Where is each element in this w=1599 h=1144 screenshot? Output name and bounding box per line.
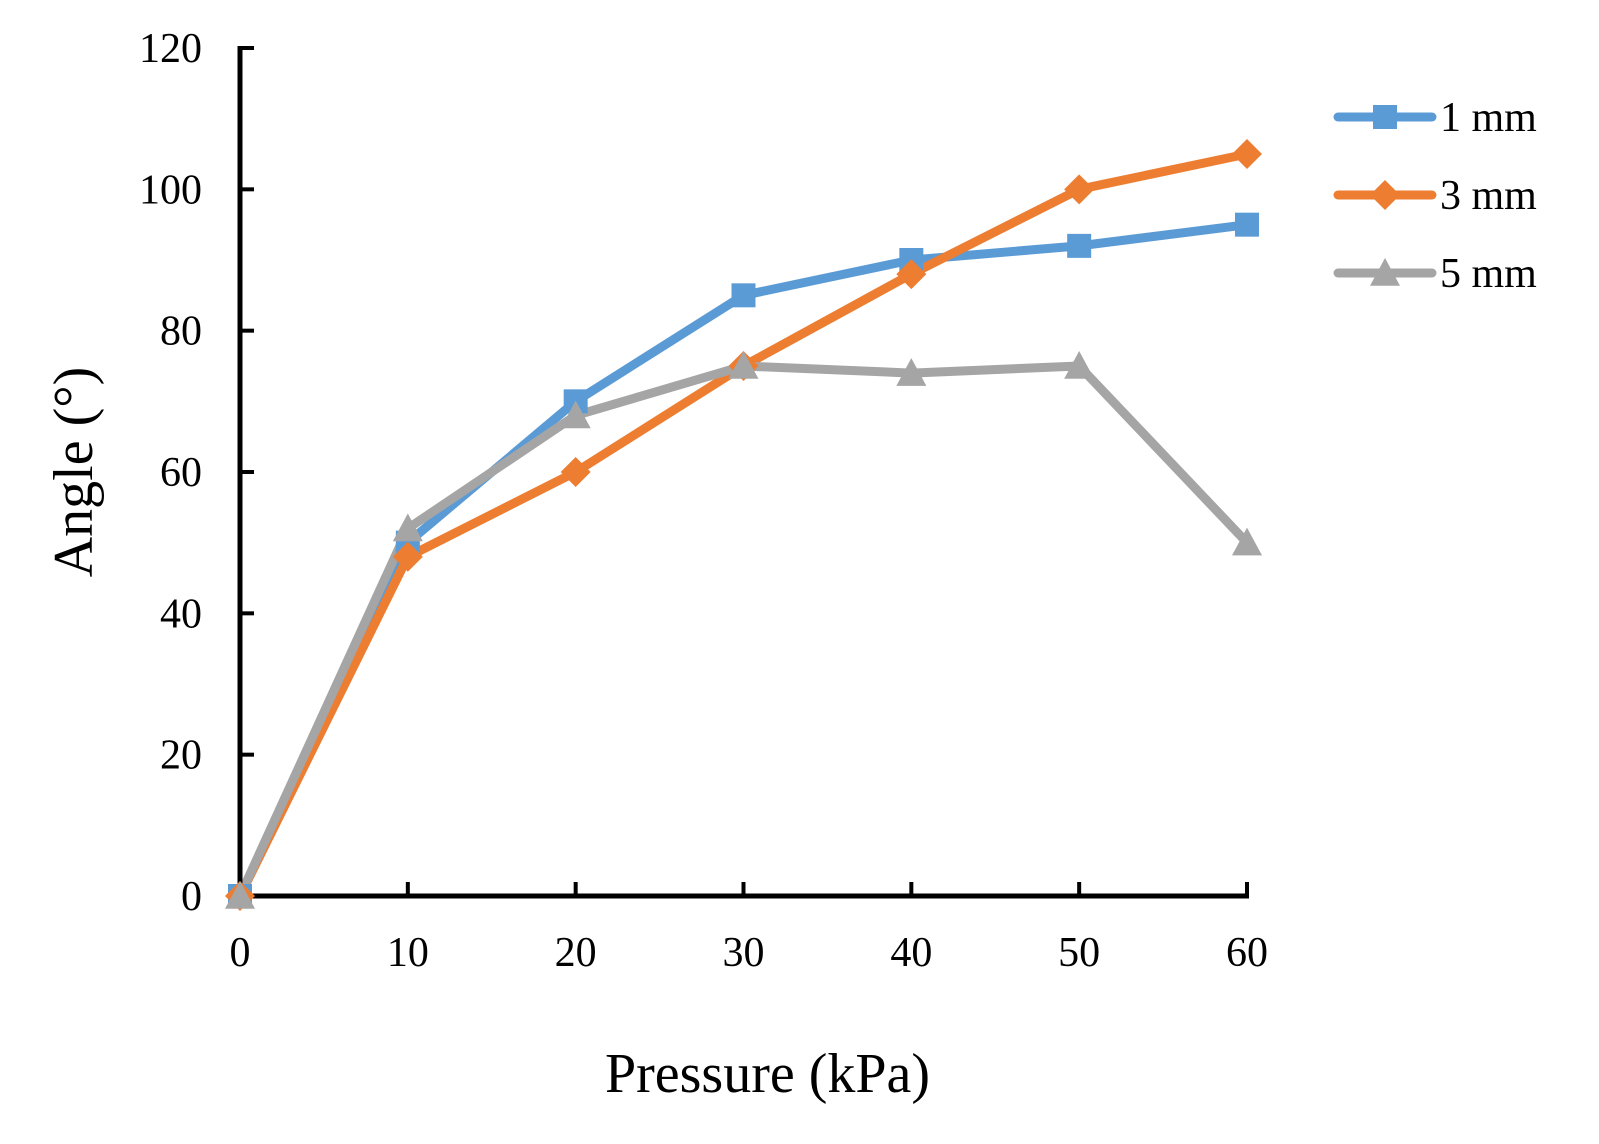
data-point-2 bbox=[1064, 174, 1095, 205]
legend: 1 mm 3 mm 5 mm bbox=[1333, 95, 1537, 297]
data-point-3 bbox=[1064, 351, 1095, 379]
data-point-2 bbox=[1232, 139, 1262, 169]
data-point-3 bbox=[560, 400, 591, 429]
y-tick-label: 20 bbox=[160, 733, 202, 779]
legend-marker-1 bbox=[1373, 105, 1397, 129]
legend-label-3: 5 mm bbox=[1440, 251, 1537, 297]
x-tick-label: 10 bbox=[387, 930, 429, 976]
data-point-3 bbox=[896, 358, 927, 386]
series-layer bbox=[235, 149, 1252, 901]
y-tick-label: 60 bbox=[160, 450, 202, 496]
markers-layer bbox=[225, 139, 1262, 911]
data-point-3 bbox=[1232, 527, 1262, 556]
data-point-3 bbox=[392, 513, 423, 542]
y-tick-label: 40 bbox=[160, 591, 202, 637]
x-tick-label: 0 bbox=[230, 930, 251, 976]
data-point-1 bbox=[1235, 212, 1259, 237]
legend-marker-2 bbox=[1370, 180, 1400, 210]
x-tick-label: 40 bbox=[890, 930, 932, 976]
legend-label-2: 3 mm bbox=[1440, 173, 1537, 219]
data-point-2 bbox=[896, 259, 927, 290]
y-axis-ticks: 0 20 40 60 80 100 120 bbox=[139, 26, 254, 920]
legend-marker-3 bbox=[1370, 258, 1400, 286]
data-point-1 bbox=[1067, 233, 1092, 258]
axes-layer: 0 20 40 60 80 100 120 0 10 20 30 40 50 60 bbox=[139, 26, 1268, 976]
legend-label-1: 1 mm bbox=[1440, 95, 1537, 141]
data-point-3 bbox=[728, 351, 759, 379]
y-tick-label: 80 bbox=[160, 309, 202, 355]
series-line-3 bbox=[235, 361, 1252, 901]
data-point-3 bbox=[225, 881, 255, 909]
data-point-2 bbox=[560, 457, 591, 487]
data-point-1 bbox=[731, 283, 756, 308]
y-tick-label: 100 bbox=[139, 167, 202, 213]
y-tick-label: 0 bbox=[181, 874, 202, 920]
data-point-2 bbox=[392, 541, 423, 572]
x-tick-label: 30 bbox=[723, 930, 765, 976]
y-axis-title: Angle (°) bbox=[43, 367, 105, 578]
x-tick-label: 60 bbox=[1226, 930, 1268, 976]
x-tick-label: 20 bbox=[555, 930, 597, 976]
x-tick-label: 50 bbox=[1058, 930, 1100, 976]
y-tick-label: 120 bbox=[139, 26, 202, 72]
x-axis-ticks: 0 10 20 30 40 50 60 bbox=[230, 882, 1268, 976]
series-line-2 bbox=[235, 149, 1252, 901]
x-axis-title: Pressure (kPa) bbox=[605, 1043, 930, 1105]
